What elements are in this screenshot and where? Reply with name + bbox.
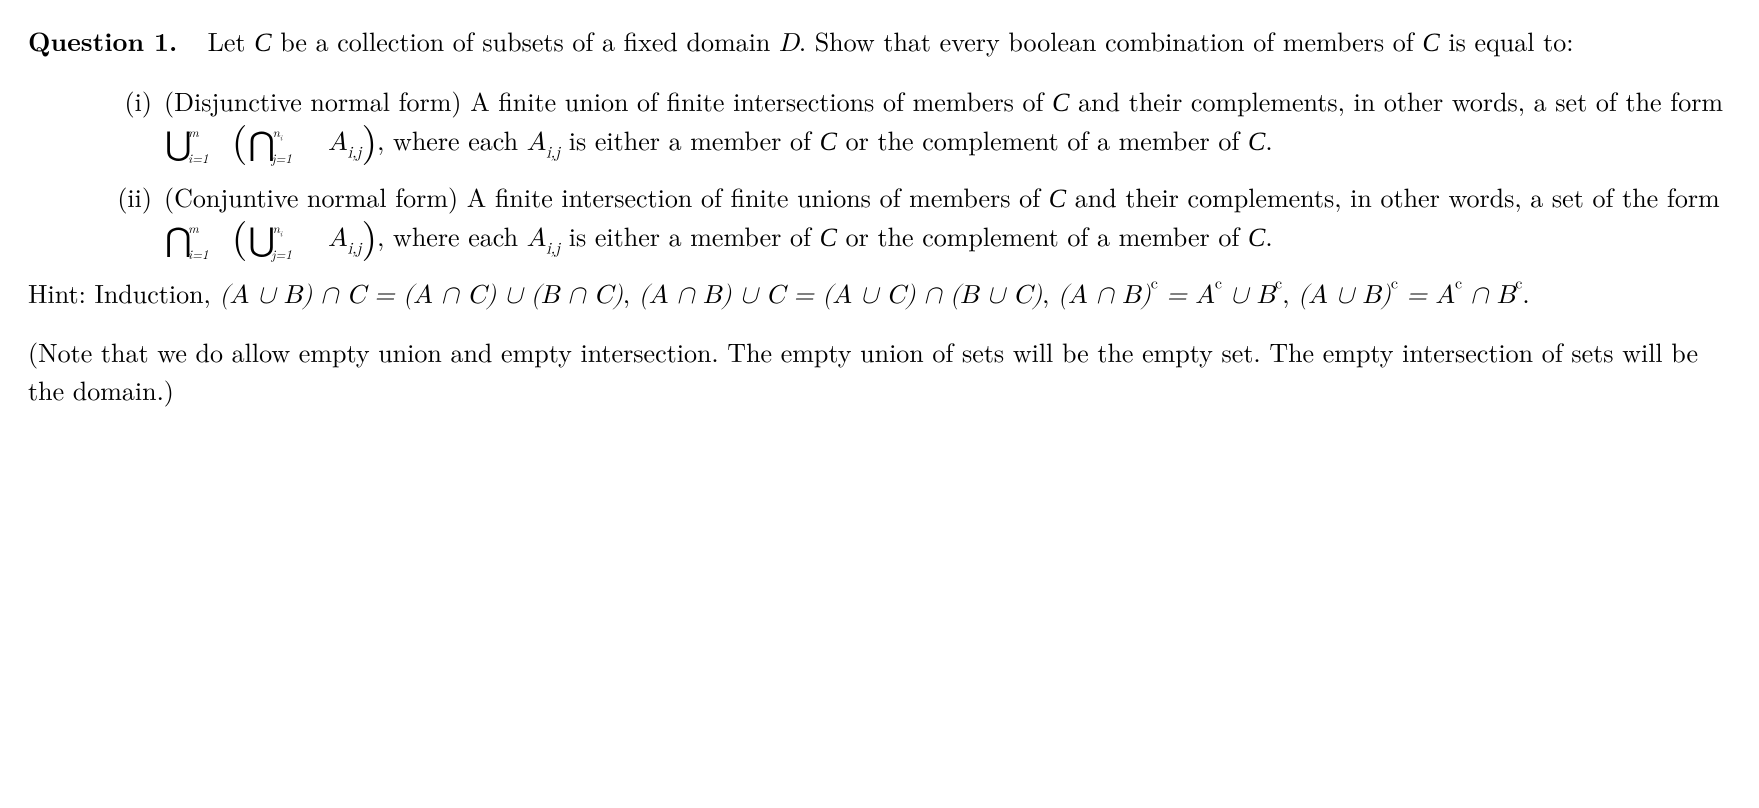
script-C-ii3: C bbox=[1248, 223, 1265, 252]
hint-eq3: (A ∩ B)c = Ac ∪ Bc bbox=[1058, 283, 1282, 309]
list-body-ii: (Conjuntive normal form) A finite inters… bbox=[164, 178, 1731, 260]
domain-var: D bbox=[779, 31, 799, 57]
note-text: (Note that we do allow empty union and e… bbox=[28, 333, 1698, 408]
item-ii-text-e: or the complement of a member of bbox=[837, 217, 1248, 254]
item-i-text-a: A finite union of finite intersections o… bbox=[470, 82, 1052, 119]
intro-text-c: . Show that every boolean combination of… bbox=[799, 22, 1423, 59]
hint-eq4: (A ∪ B)c = Ac ∩ Bc bbox=[1298, 283, 1522, 309]
question-intro: Question 1. Let C be a collection of sub… bbox=[28, 22, 1731, 64]
item-i-text-f: . bbox=[1265, 121, 1272, 158]
Aij-4: Ai,j bbox=[527, 226, 560, 252]
item-ii-text-c: , where each bbox=[377, 217, 527, 254]
big-inter-outer: ⋂mi=1 bbox=[165, 222, 192, 260]
hint-label: Hint: Induction, bbox=[28, 274, 219, 311]
intro-text-b: be a collection of subsets of a fixed do… bbox=[272, 22, 779, 59]
Aij-2: Ai,j bbox=[527, 130, 560, 156]
item-i-title: (Disjunctive normal form) bbox=[164, 82, 470, 119]
intro-text-d: is equal to: bbox=[1440, 22, 1574, 59]
list-body-i: (Disjunctive normal form) A finite union… bbox=[164, 82, 1731, 164]
item-ii-title: (Conjuntive normal form) bbox=[164, 178, 467, 215]
script-C-i3: C bbox=[1248, 127, 1265, 156]
question-label: Question 1. bbox=[28, 22, 177, 59]
intro-text-a: Let bbox=[208, 22, 255, 59]
dnf-formula: ⋃mi=1 (⋂nij=1 Ai,j) bbox=[164, 121, 377, 158]
enumerated-list: (i) (Disjunctive normal form) A finite u… bbox=[28, 82, 1731, 260]
item-i-text-c: , where each bbox=[377, 121, 527, 158]
big-inter-inner: ⋂nij=1 bbox=[248, 126, 275, 164]
script-C-2: C bbox=[1422, 28, 1439, 57]
item-i-text-e: or the complement of a member of bbox=[837, 121, 1248, 158]
big-union-outer: ⋃mi=1 bbox=[165, 126, 192, 164]
list-marker-ii: (ii) bbox=[100, 178, 164, 260]
list-marker-i: (i) bbox=[100, 82, 164, 164]
item-ii-text-d: is either a member of bbox=[560, 217, 820, 254]
hint-block: Hint: Induction, (A ∪ B) ∩ C = (A ∩ C) ∪… bbox=[28, 274, 1731, 316]
script-C-i2: C bbox=[820, 127, 837, 156]
script-C-ii2: C bbox=[820, 223, 837, 252]
script-C-i1: C bbox=[1052, 88, 1069, 117]
list-item-i: (i) (Disjunctive normal form) A finite u… bbox=[100, 82, 1731, 164]
cnf-formula: ⋂mi=1 (⋃nij=1 Ai,j) bbox=[164, 217, 377, 254]
item-ii-text-b: and their complements, in other words, a… bbox=[1066, 178, 1720, 215]
big-union-inner: ⋃nij=1 bbox=[248, 222, 275, 260]
note-block: (Note that we do allow empty union and e… bbox=[28, 333, 1731, 408]
script-C-ii1: C bbox=[1049, 184, 1066, 213]
item-i-text-b: and their complements, in other words, a… bbox=[1070, 82, 1724, 119]
item-i-text-d: is either a member of bbox=[560, 121, 820, 158]
item-ii-text-f: . bbox=[1265, 217, 1272, 254]
hint-eq1: (A ∪ B) ∩ C = (A ∩ C) ∪ (B ∩ C) bbox=[219, 283, 622, 309]
list-item-ii: (ii) (Conjuntive normal form) A finite i… bbox=[100, 178, 1731, 260]
script-C: C bbox=[254, 28, 271, 57]
item-ii-text-a: A finite intersection of finite unions o… bbox=[467, 178, 1049, 215]
hint-eq2: (A ∩ B) ∪ C = (A ∪ C) ∩ (B ∪ C) bbox=[639, 283, 1042, 309]
Aij-3: Ai,j bbox=[328, 226, 361, 252]
Aij: Ai,j bbox=[328, 130, 361, 156]
